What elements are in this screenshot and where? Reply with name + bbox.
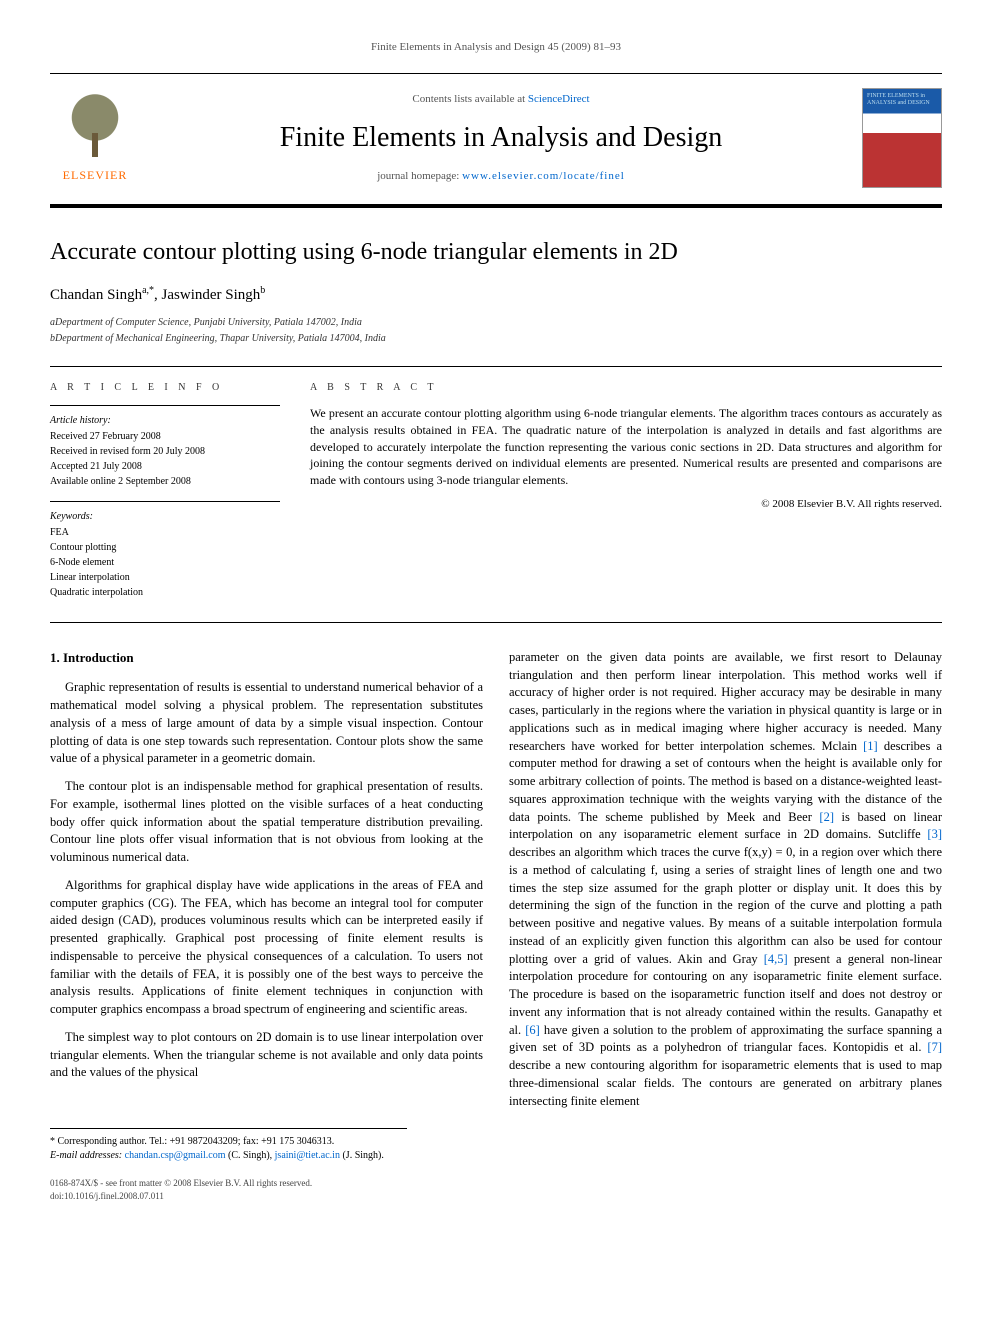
body-text: 1. Introduction Graphic representation o… xyxy=(50,649,942,1111)
section-heading-intro: 1. Introduction xyxy=(50,649,483,667)
keyword: Contour plotting xyxy=(50,541,280,555)
keyword: FEA xyxy=(50,526,280,540)
email-link[interactable]: jsaini@tiet.ac.in xyxy=(275,1150,340,1161)
contents-line: Contents lists available at ScienceDirec… xyxy=(160,92,842,107)
paragraph: parameter on the given data points are a… xyxy=(509,649,942,1111)
publisher-logo: ELSEVIER xyxy=(50,93,140,184)
email-who: (J. Singh). xyxy=(340,1150,384,1161)
homepage-line: journal homepage: www.elsevier.com/locat… xyxy=(160,169,842,184)
author-2: Jaswinder Singh xyxy=(162,287,261,303)
footnote-rule xyxy=(50,1128,407,1129)
citation-link[interactable]: [2] xyxy=(819,810,834,824)
text-run: have given a solution to the problem of … xyxy=(509,1023,942,1055)
rule-thick xyxy=(50,204,942,208)
author-1-sup: a,* xyxy=(142,285,154,296)
masthead: ELSEVIER Contents lists available at Sci… xyxy=(50,82,942,198)
history-received: Received 27 February 2008 xyxy=(50,430,280,444)
affiliation-a: aDepartment of Computer Science, Punjabi… xyxy=(50,316,942,330)
citation-link[interactable]: [3] xyxy=(927,827,942,841)
abstract-copyright: © 2008 Elsevier B.V. All rights reserved… xyxy=(310,497,942,512)
doi-line: doi:10.1016/j.finel.2008.07.011 xyxy=(50,1190,942,1203)
publisher-name: ELSEVIER xyxy=(50,167,140,184)
corresponding-author: * Corresponding author. Tel.: +91 987204… xyxy=(50,1135,942,1149)
front-matter-line: 0168-874X/$ - see front matter © 2008 El… xyxy=(50,1177,942,1190)
author-1: Chandan Singh xyxy=(50,287,142,303)
citation-link[interactable]: [7] xyxy=(927,1040,942,1054)
running-header: Finite Elements in Analysis and Design 4… xyxy=(50,40,942,55)
article-title: Accurate contour plotting using 6-node t… xyxy=(50,236,942,270)
contents-prefix: Contents lists available at xyxy=(412,93,527,105)
affiliation-b: bDepartment of Mechanical Engineering, T… xyxy=(50,332,942,346)
affiliations: aDepartment of Computer Science, Punjabi… xyxy=(50,316,942,346)
keywords-block: Keywords: FEA Contour plotting 6-Node el… xyxy=(50,501,280,600)
history-label: Article history: xyxy=(50,414,280,428)
keyword: Quadratic interpolation xyxy=(50,586,280,600)
paragraph: Graphic representation of results is ess… xyxy=(50,679,483,768)
text-run: describes an algorithm which traces the … xyxy=(509,845,942,966)
abstract-text: We present an accurate contour plotting … xyxy=(310,405,942,489)
article-info-column: A R T I C L E I N F O Article history: R… xyxy=(50,381,280,612)
cover-text: FINITE ELEMENTS in ANALYSIS and DESIGN xyxy=(867,93,937,106)
email-who: (C. Singh), xyxy=(225,1150,274,1161)
author-2-sup: b xyxy=(260,285,265,296)
homepage-prefix: journal homepage: xyxy=(377,170,462,182)
paragraph: Algorithms for graphical display have wi… xyxy=(50,877,483,1019)
info-abstract-row: A R T I C L E I N F O Article history: R… xyxy=(50,366,942,612)
citation-link[interactable]: [1] xyxy=(863,739,878,753)
history-revised: Received in revised form 20 July 2008 xyxy=(50,445,280,459)
footnotes: * Corresponding author. Tel.: +91 987204… xyxy=(50,1135,942,1163)
article-history: Article history: Received 27 February 20… xyxy=(50,405,280,489)
elsevier-tree-icon xyxy=(60,93,130,163)
history-accepted: Accepted 21 July 2008 xyxy=(50,460,280,474)
journal-title: Finite Elements in Analysis and Design xyxy=(160,118,842,157)
abstract-label: A B S T R A C T xyxy=(310,381,942,395)
keyword: Linear interpolation xyxy=(50,571,280,585)
keywords-label: Keywords: xyxy=(50,510,280,524)
email-line: E-mail addresses: chandan.csp@gmail.com … xyxy=(50,1149,942,1163)
masthead-center: Contents lists available at ScienceDirec… xyxy=(160,92,842,184)
history-online: Available online 2 September 2008 xyxy=(50,475,280,489)
paragraph: The contour plot is an indispensable met… xyxy=(50,778,483,867)
author-sep: , xyxy=(154,287,162,303)
rule-top xyxy=(50,73,942,74)
journal-cover-thumbnail: FINITE ELEMENTS in ANALYSIS and DESIGN xyxy=(862,88,942,188)
email-link[interactable]: chandan.csp@gmail.com xyxy=(125,1150,226,1161)
text-run: parameter on the given data points are a… xyxy=(509,650,942,753)
sciencedirect-link[interactable]: ScienceDirect xyxy=(528,93,590,105)
citation-link[interactable]: [4,5] xyxy=(764,952,788,966)
rule-mid xyxy=(50,622,942,623)
authors: Chandan Singha,*, Jaswinder Singhb xyxy=(50,284,942,306)
keyword: 6-Node element xyxy=(50,556,280,570)
email-label: E-mail addresses: xyxy=(50,1150,125,1161)
paragraph: The simplest way to plot contours on 2D … xyxy=(50,1029,483,1082)
text-run: describe a new contouring algorithm for … xyxy=(509,1058,942,1108)
citation-link[interactable]: [6] xyxy=(525,1023,540,1037)
bottom-meta: 0168-874X/$ - see front matter © 2008 El… xyxy=(50,1177,942,1202)
homepage-link[interactable]: www.elsevier.com/locate/finel xyxy=(462,170,625,182)
abstract-column: A B S T R A C T We present an accurate c… xyxy=(310,381,942,612)
article-info-label: A R T I C L E I N F O xyxy=(50,381,280,395)
